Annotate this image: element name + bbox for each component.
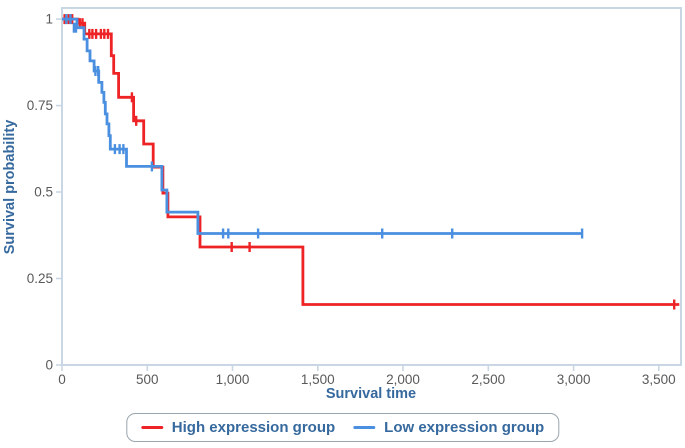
y-tick-label: 0.75	[27, 98, 53, 113]
x-tick-label: 500	[136, 372, 159, 387]
series-line-low-expression	[62, 17, 583, 235]
y-tick-label: 0	[45, 358, 53, 373]
series-line-high-expression	[62, 17, 680, 306]
legend: High expression group Low expression gro…	[125, 413, 560, 442]
y-axis-title: Survival probability	[2, 120, 18, 255]
legend-item-low-expression: Low expression group	[353, 419, 544, 436]
x-tick-label: 3,000	[557, 372, 591, 387]
x-axis-title: Survival time	[326, 386, 416, 402]
plot-area: 0 500 1,000 1,500 2,000 2,500 3,000 3,500 0 0.25 0…	[27, 7, 682, 387]
x-tick-label: 1,500	[301, 372, 335, 387]
legend-item-high-expression: High expression group	[140, 419, 336, 436]
x-tick-label: 1,000	[216, 372, 250, 387]
x-tick-label: 2,500	[471, 372, 505, 387]
high-expression-line-swatch	[140, 426, 163, 429]
y-tick-label: 0.5	[34, 185, 53, 200]
x-tick-label: 0	[58, 372, 66, 387]
x-tick-label: 2,000	[386, 372, 420, 387]
low-expression-line-swatch	[353, 426, 376, 429]
high-expression-legend-label: High expression group	[171, 419, 336, 436]
y-tick-label: 0.25	[27, 271, 53, 286]
x-tick-label: 3,500	[642, 372, 676, 387]
low-expression-legend-label: Low expression group	[384, 419, 545, 436]
y-tick-label: 1	[45, 12, 53, 27]
plot-border	[61, 7, 682, 366]
